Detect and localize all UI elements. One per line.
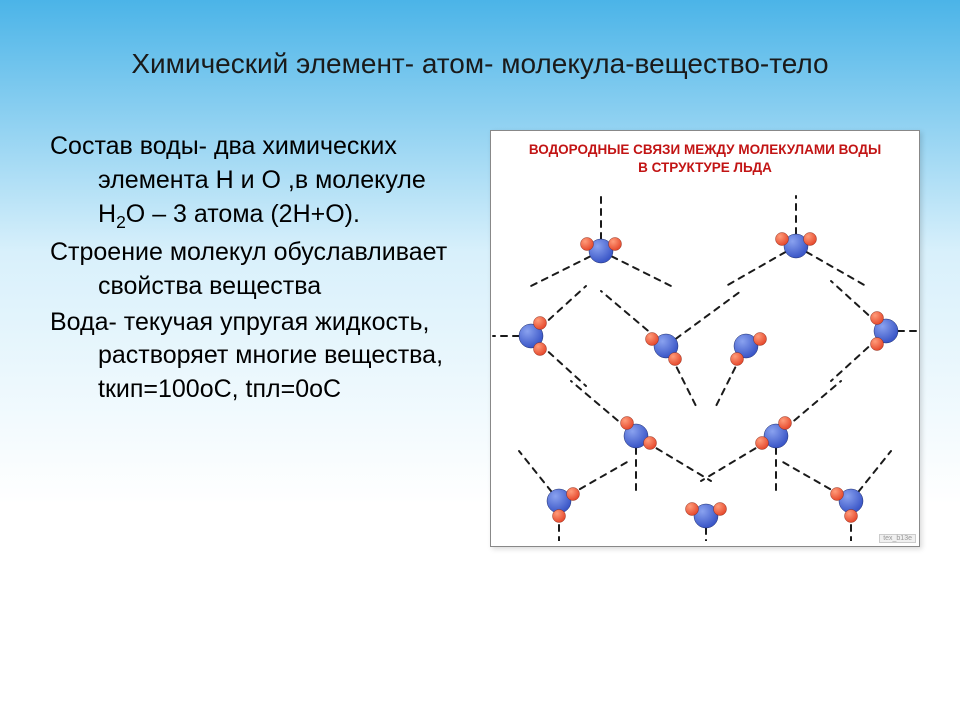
diagram-box: ВОДОРОДНЫЕ СВЯЗИ МЕЖДУ МОЛЕКУЛАМИ ВОДЫ В… bbox=[490, 130, 920, 547]
p2-line1: Строение молекул bbox=[50, 238, 267, 266]
ice-structure-diagram bbox=[491, 181, 921, 541]
diagram-title-line2: В СТРУКТУРЕ ЛЬДА bbox=[638, 160, 772, 175]
diagram-svg-wrap bbox=[491, 181, 919, 546]
sub-2: 2 bbox=[116, 212, 126, 232]
paragraph-2: Строение молекул обуславливает свойства … bbox=[50, 236, 460, 304]
paragraph-1: Состав воды- два химических элемента Н и… bbox=[50, 130, 460, 234]
diagram-column: ВОДОРОДНЫЕ СВЯЗИ МЕЖДУ МОЛЕКУЛАМИ ВОДЫ В… bbox=[490, 130, 920, 547]
page-title: Химический элемент- атом- молекула-вещес… bbox=[0, 0, 960, 80]
source-tag: tex_b13e bbox=[879, 534, 916, 543]
diagram-title: ВОДОРОДНЫЕ СВЯЗИ МЕЖДУ МОЛЕКУЛАМИ ВОДЫ В… bbox=[491, 131, 919, 181]
p1-line1: Состав воды- два bbox=[50, 132, 255, 160]
diagram-title-line1: ВОДОРОДНЫЕ СВЯЗИ МЕЖДУ МОЛЕКУЛАМИ ВОДЫ bbox=[529, 142, 881, 157]
p1-end: О – 3 атома (2Н+О). bbox=[126, 200, 360, 228]
content-area: Состав воды- два химических элемента Н и… bbox=[0, 80, 960, 547]
body-text: Состав воды- два химических элемента Н и… bbox=[50, 130, 460, 547]
p3-line1: Вода- текучая упругая bbox=[50, 308, 308, 336]
paragraph-3: Вода- текучая упругая жидкость, растворя… bbox=[50, 306, 460, 407]
